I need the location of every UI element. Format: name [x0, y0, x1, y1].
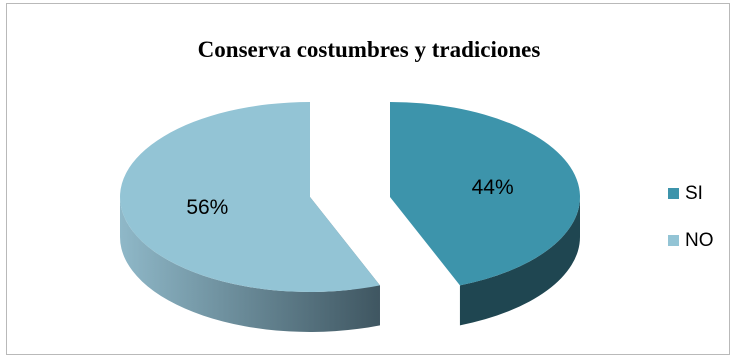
chart-title: Conserva costumbres y tradiciones — [197, 37, 541, 62]
slice-si — [390, 102, 581, 326]
data-label-si: 44% — [472, 176, 514, 199]
data-label-no: 56% — [186, 196, 228, 219]
slice-no-top — [120, 102, 380, 292]
slice-si-top — [390, 102, 581, 286]
slice-no-side — [120, 197, 380, 333]
slice-no — [120, 102, 380, 333]
legend-swatch-no — [668, 235, 679, 246]
legend-label-si: SI — [685, 183, 703, 204]
slice-si-side — [459, 197, 580, 326]
legend-swatch-si — [668, 188, 679, 199]
legend-label-no: NO — [685, 230, 714, 251]
